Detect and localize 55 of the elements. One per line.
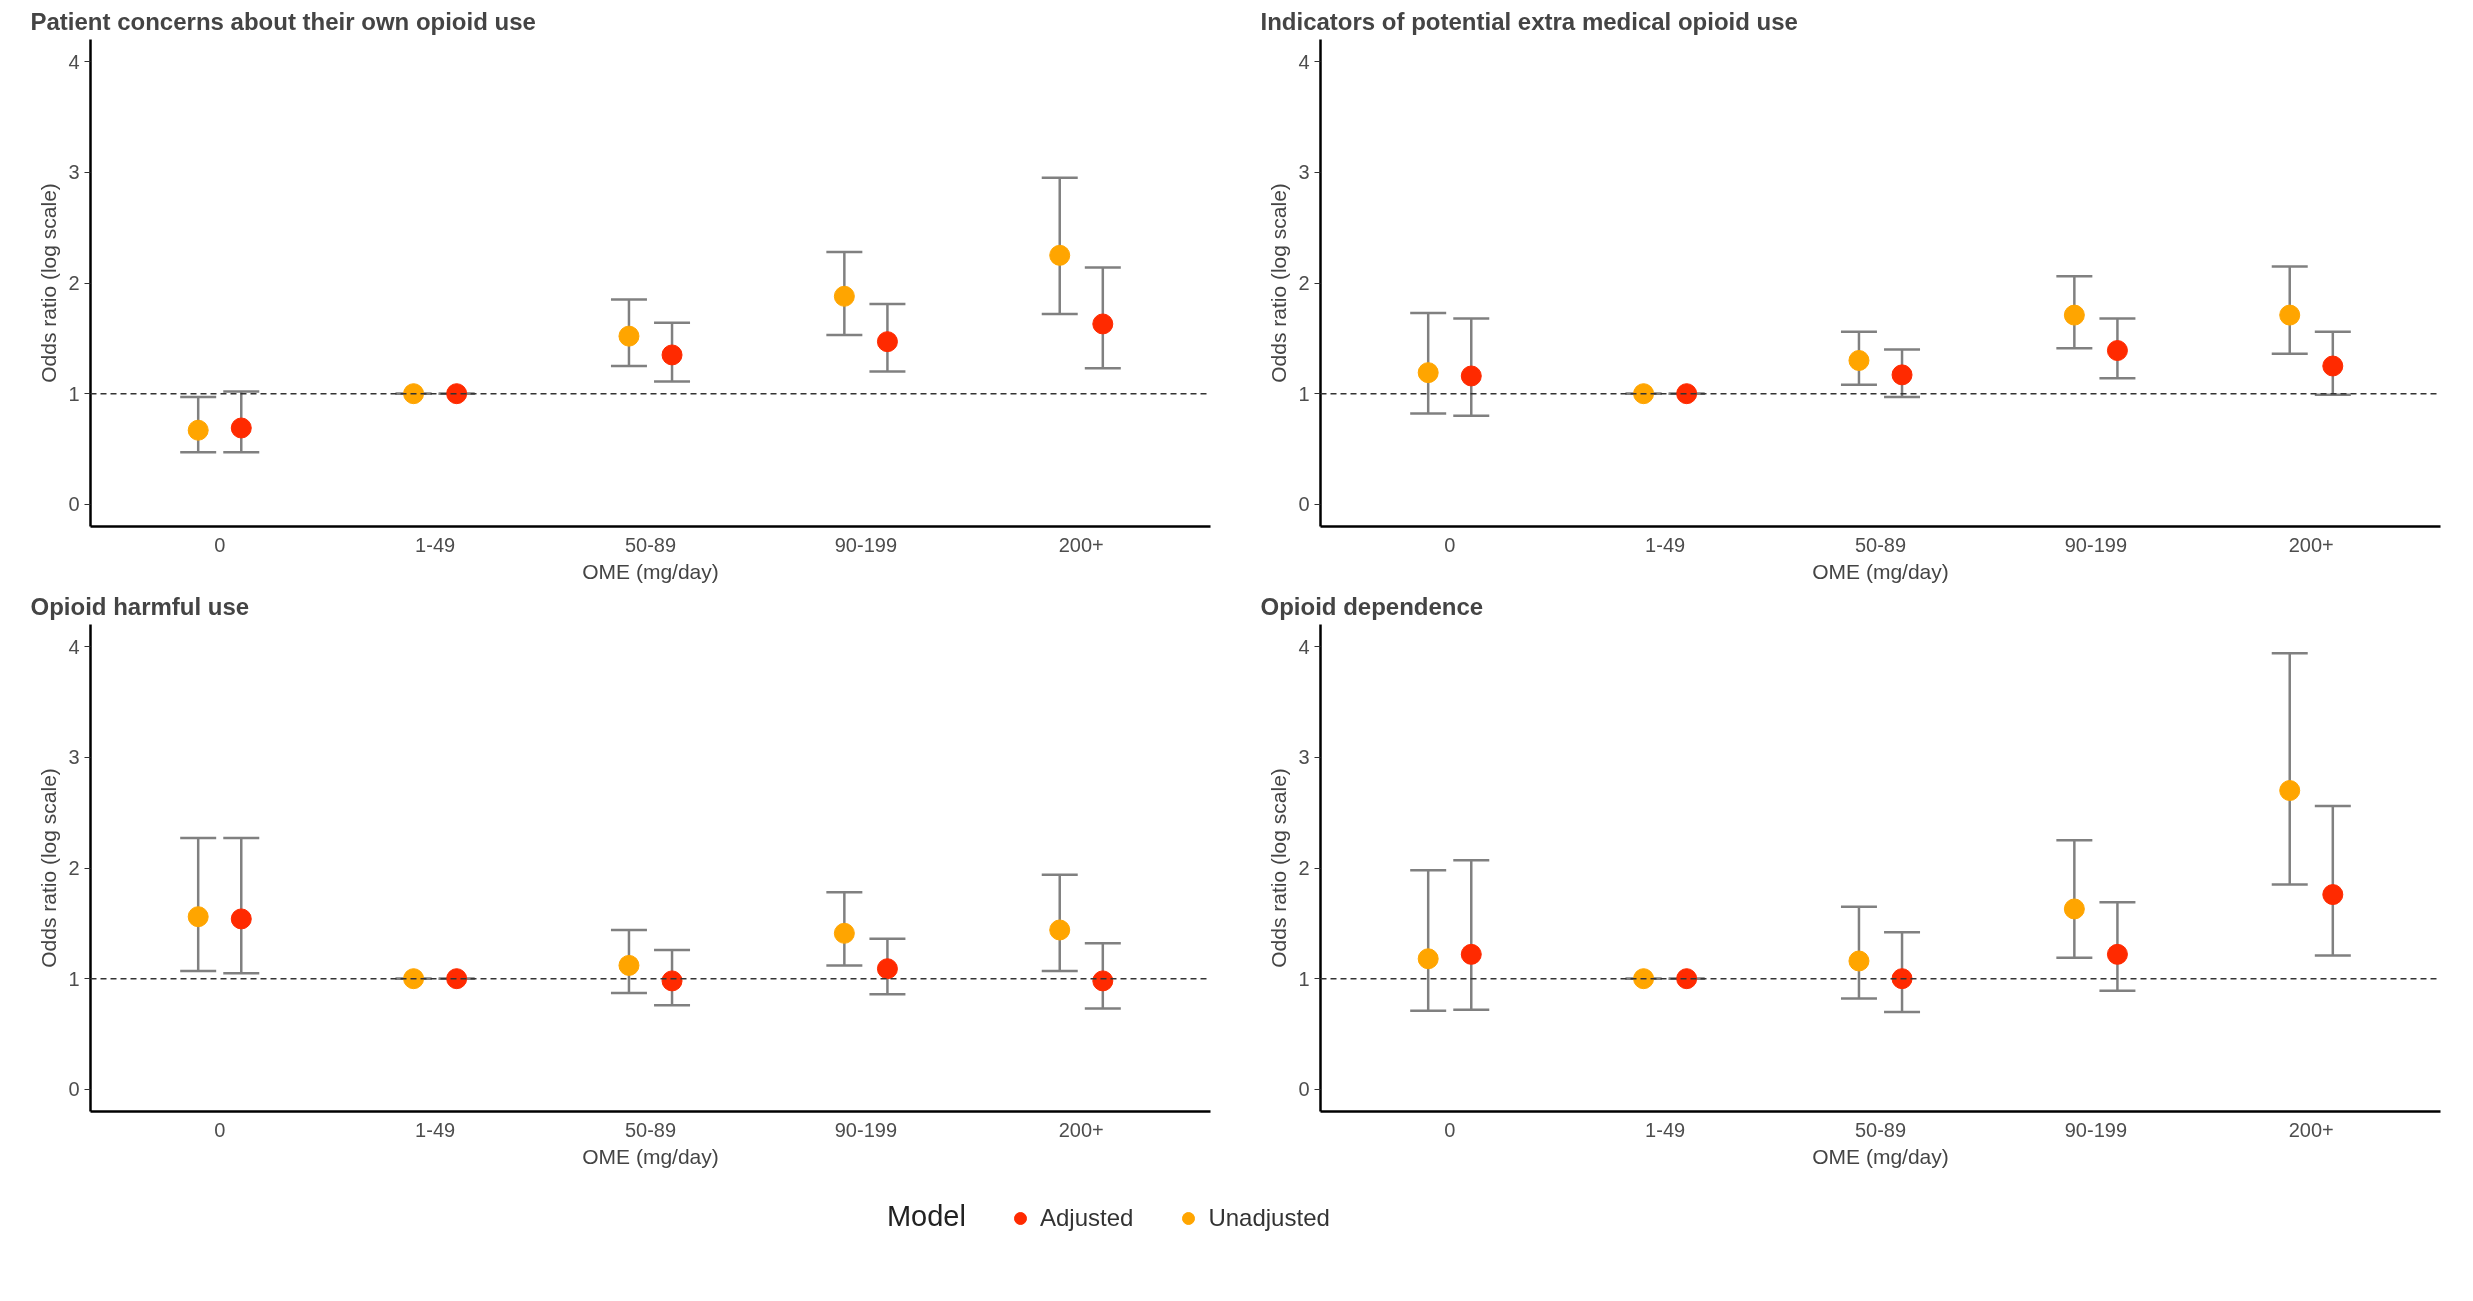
x-axis-title: OME (mg/day) (1812, 1144, 1949, 1168)
y-tick-label: 3 (68, 746, 80, 769)
y-tick-label: 1 (68, 967, 80, 990)
y-tick-label: 4 (68, 50, 80, 73)
x-tick-label: 200+ (2288, 1118, 2334, 1141)
chart-title: Opioid dependence (1260, 592, 1484, 620)
y-tick-label: 1 (1298, 382, 1310, 405)
y-tick-label: 4 (1298, 635, 1310, 658)
y-tick-label: 0 (1298, 1078, 1310, 1101)
x-tick-label: 50-89 (1854, 533, 1907, 556)
x-tick-label: 0 (1444, 1118, 1456, 1141)
y-tick-label: 1 (68, 382, 80, 405)
x-tick-label: 0 (214, 533, 226, 556)
x-axis-title: OME (mg/day) (582, 1144, 719, 1168)
y-tick-label: 4 (68, 635, 80, 658)
y-tick-label: 3 (68, 161, 80, 184)
y-tick-label: 3 (1298, 161, 1310, 184)
y-axis-title: Odds ratio (log scale) (37, 768, 61, 968)
y-axis-title: Odds ratio (log scale) (1267, 183, 1291, 383)
y-tick-label: 0 (68, 1078, 80, 1101)
x-tick-label: 90-199 (2064, 1118, 2128, 1141)
y-tick-label: 2 (68, 272, 80, 294)
y-tick-label: 2 (1298, 272, 1310, 294)
y-tick-label: 4 (1298, 50, 1310, 73)
x-tick-label: 200+ (1058, 1118, 1104, 1141)
chart-title: Patient concerns about their own opioid use (30, 7, 536, 35)
y-axis-title: Odds ratio (log scale) (1267, 768, 1291, 968)
x-tick-label: 90-199 (2064, 533, 2128, 556)
x-tick-label: 200+ (2288, 533, 2334, 556)
chart-title: Indicators of potential extra medical opioid use (1260, 7, 1798, 35)
chart-title: Opioid harmful use (30, 592, 250, 620)
y-axis-title: Odds ratio (log scale) (37, 183, 61, 383)
x-tick-label: 50-89 (1854, 1118, 1907, 1141)
x-tick-label: 50-89 (624, 1118, 677, 1141)
x-tick-label: 1-49 (415, 1118, 456, 1141)
x-tick-label: 1-49 (415, 533, 456, 556)
legend-title: Model (886, 1199, 966, 1232)
legend-label: Adjusted (1040, 1204, 1134, 1232)
x-tick-label: 0 (1444, 533, 1456, 556)
y-tick-label: 1 (1298, 967, 1310, 990)
x-tick-label: 90-199 (834, 1118, 898, 1141)
x-axis-title: OME (mg/day) (582, 559, 719, 583)
x-tick-label: 1-49 (1645, 1118, 1686, 1141)
legend-label: Unadjusted (1208, 1204, 1330, 1232)
y-tick-label: 0 (1298, 493, 1310, 516)
x-tick-label: 0 (214, 1118, 226, 1141)
x-tick-label: 1-49 (1645, 533, 1686, 556)
x-axis-title: OME (mg/day) (1812, 559, 1949, 583)
y-tick-label: 3 (1298, 746, 1310, 769)
y-tick-label: 0 (68, 493, 80, 516)
x-tick-label: 200+ (1058, 533, 1104, 556)
x-tick-label: 50-89 (624, 533, 677, 556)
y-tick-label: 2 (1298, 857, 1310, 879)
x-tick-label: 90-199 (834, 533, 898, 556)
y-tick-label: 2 (68, 857, 80, 879)
